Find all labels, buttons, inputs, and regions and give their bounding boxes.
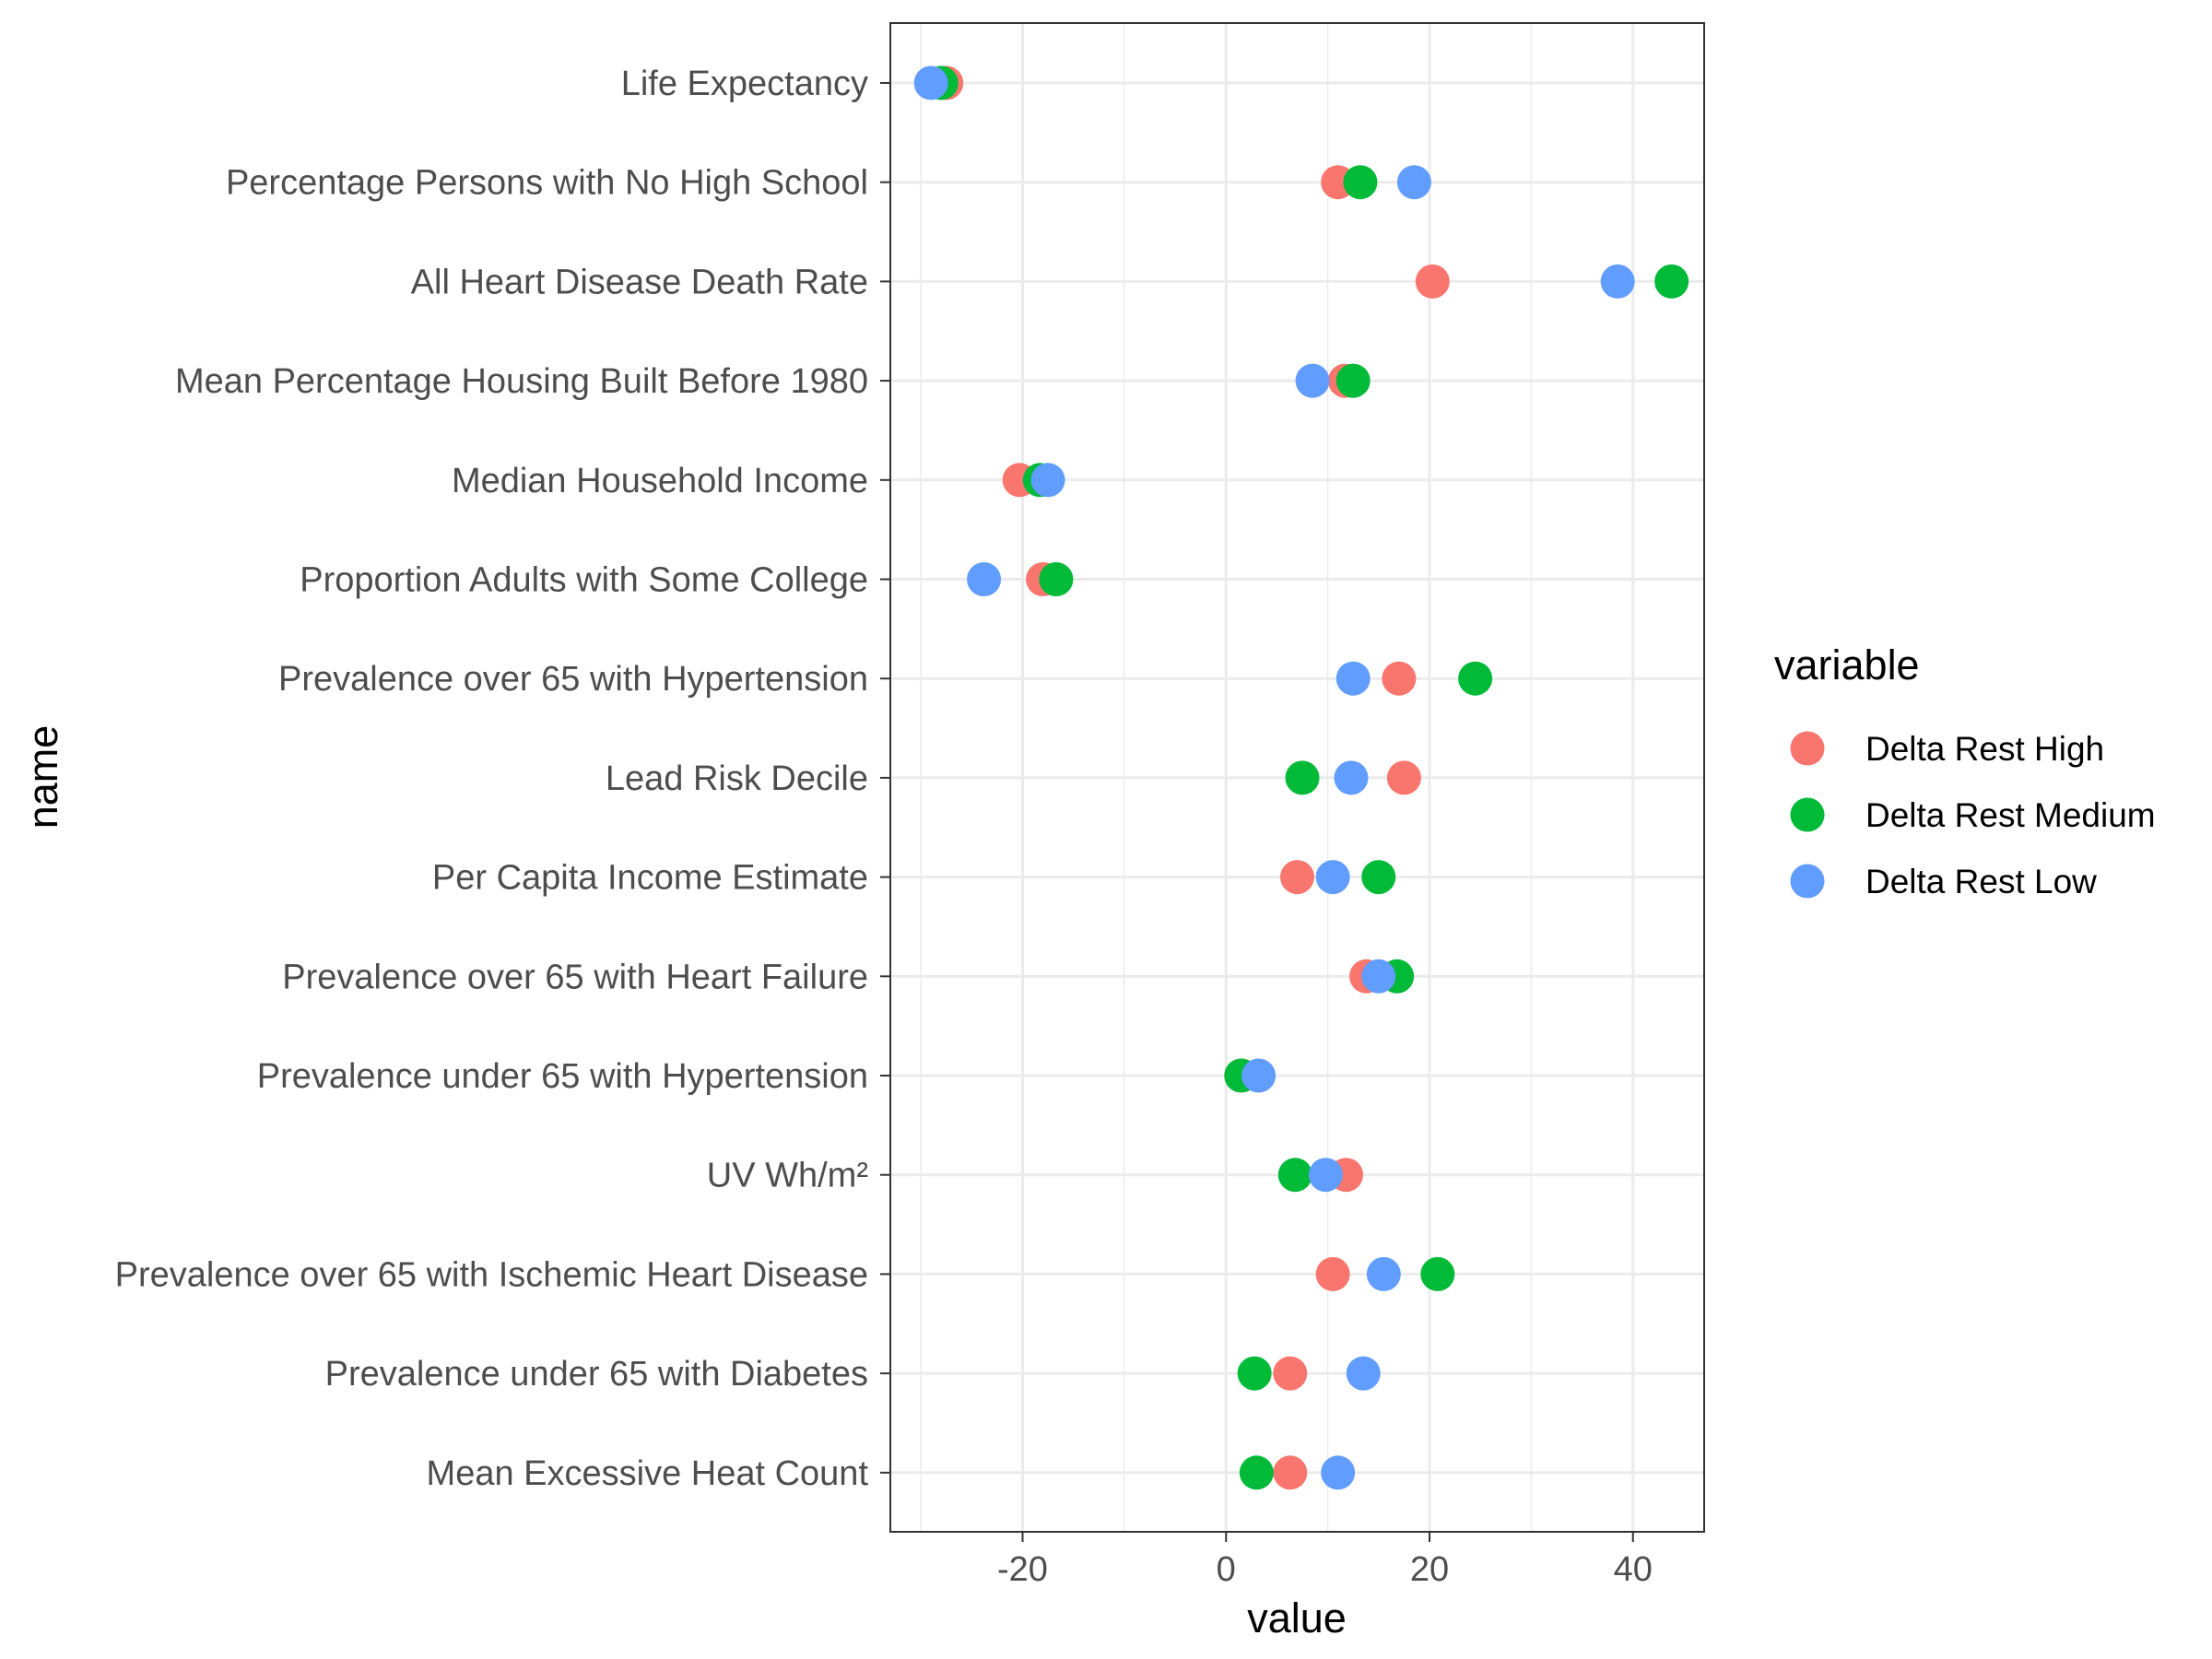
- legend-label: Delta Rest Low: [1865, 863, 2097, 900]
- category-label: Prevalence over 65 with Heart Failure: [282, 958, 868, 996]
- data-point: [1315, 1256, 1350, 1291]
- category-label: All Heart Disease Death Rate: [411, 263, 868, 301]
- data-point: [1361, 860, 1396, 895]
- x-tick-label: 40: [1614, 1550, 1653, 1589]
- data-point: [967, 562, 1002, 596]
- category-label: Life Expectancy: [621, 65, 868, 103]
- category-label: Mean Percentage Housing Built Before 198…: [175, 362, 868, 401]
- data-point: [1420, 1256, 1455, 1291]
- data-point: [1335, 363, 1371, 398]
- data-point: [1396, 165, 1431, 200]
- category-label: Percentage Persons with No High School: [226, 164, 868, 203]
- data-point: [913, 65, 948, 100]
- data-point: [1030, 463, 1065, 498]
- data-point: [1273, 1356, 1308, 1391]
- data-point: [1273, 1455, 1308, 1490]
- legend-key: [1790, 797, 1825, 832]
- x-tick-label: 0: [1217, 1550, 1236, 1589]
- category-label: Lead Risk Decile: [606, 759, 868, 798]
- data-point: [1361, 959, 1396, 994]
- data-point: [1343, 165, 1378, 200]
- x-tick-label: 20: [1410, 1550, 1449, 1589]
- category-label: Prevalence over 65 with Ischemic Heart D…: [115, 1255, 868, 1294]
- data-point: [1239, 1455, 1274, 1490]
- data-point: [1308, 1158, 1343, 1193]
- data-point: [1458, 661, 1493, 696]
- category-label: Proportion Adults with Some College: [300, 561, 868, 600]
- legend-key: [1790, 864, 1825, 899]
- category-label: Prevalence under 65 with Diabetes: [325, 1355, 868, 1394]
- x-tick-label: -20: [997, 1550, 1048, 1589]
- data-point: [1654, 264, 1689, 299]
- category-label: Prevalence over 65 with Hypertension: [278, 660, 868, 699]
- data-points: [913, 65, 1689, 1490]
- category-label: Median Household Income: [452, 462, 868, 500]
- category-label: UV Wh/m²: [707, 1157, 868, 1195]
- data-point: [1039, 562, 1074, 596]
- category-label: Prevalence under 65 with Hypertension: [257, 1057, 868, 1096]
- category-label: Mean Excessive Heat Count: [427, 1454, 869, 1493]
- data-point: [1415, 264, 1450, 299]
- data-point: [1382, 661, 1417, 696]
- data-point: [1346, 1356, 1381, 1391]
- x-axis-title: value: [1247, 1594, 1347, 1641]
- data-point: [1280, 860, 1314, 895]
- legend-title: variable: [1774, 641, 1920, 688]
- x-axis: -20 0 20 40: [997, 1532, 1653, 1589]
- data-point: [1237, 1356, 1272, 1391]
- legend-label: Delta Rest Medium: [1865, 796, 2156, 834]
- legend: variable Delta Rest High Delta Rest Mediu…: [1774, 641, 2156, 900]
- data-point: [1285, 760, 1320, 795]
- data-point: [1334, 760, 1369, 795]
- legend-key: [1790, 731, 1825, 766]
- data-point: [1386, 760, 1421, 795]
- data-point: [1241, 1058, 1277, 1093]
- data-point: [1295, 363, 1330, 398]
- data-point: [1277, 1158, 1312, 1193]
- data-point: [1366, 1256, 1401, 1291]
- y-axis-title: name: [19, 725, 66, 830]
- data-point: [1335, 661, 1371, 696]
- y-axis: Life Expectancy Percentage Persons with N…: [115, 65, 890, 1493]
- data-point: [1321, 1455, 1356, 1490]
- data-point: [1600, 264, 1635, 299]
- legend-label: Delta Rest High: [1865, 730, 2104, 768]
- category-label: Per Capita Income Estimate: [432, 859, 868, 898]
- data-point: [1315, 860, 1350, 895]
